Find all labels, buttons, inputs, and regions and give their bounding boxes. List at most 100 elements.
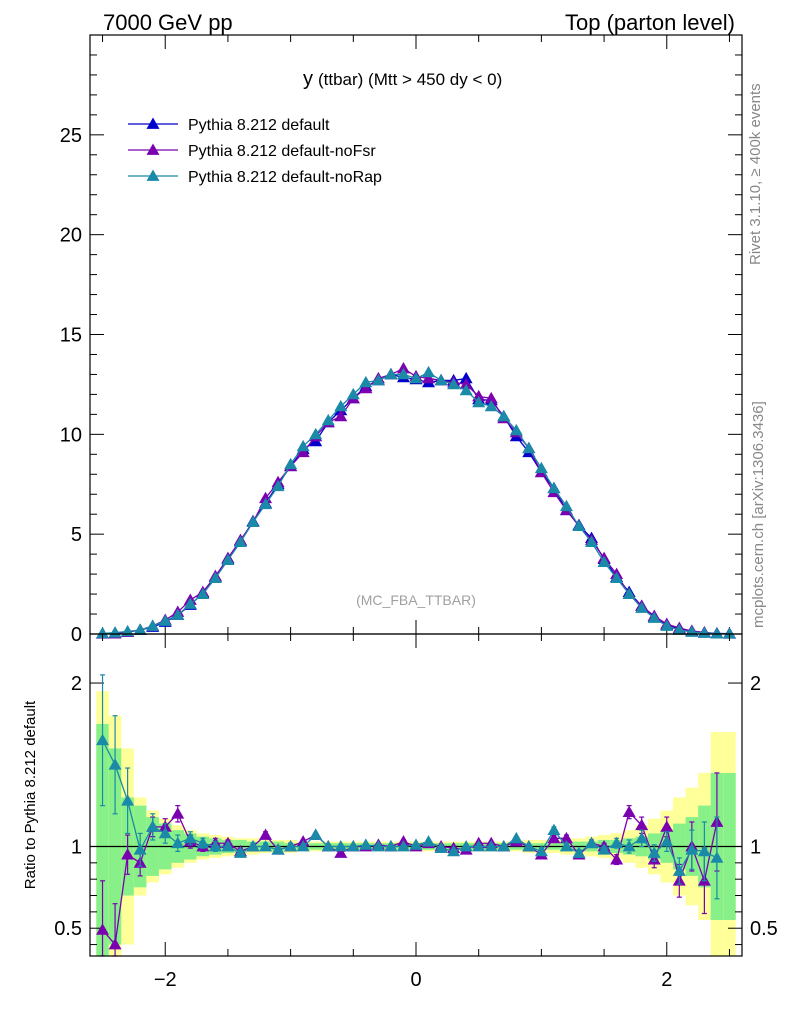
ratio-y-tick-label: 1 bbox=[71, 836, 82, 858]
ratio-data-point bbox=[610, 853, 624, 865]
ratio-data-point bbox=[121, 848, 135, 860]
ratio-data-point bbox=[484, 839, 498, 852]
ratio-data-point bbox=[321, 839, 335, 852]
ratio-data-point bbox=[685, 843, 699, 855]
x-tick-label: −2 bbox=[154, 969, 177, 991]
ratio-y-tick-labels: 0.5 0.5 1 1 2 2 bbox=[54, 673, 778, 940]
main-y-tick-label: 25 bbox=[60, 125, 82, 147]
main-data-point bbox=[396, 361, 410, 374]
main-data-point bbox=[171, 608, 185, 620]
main-data-point bbox=[484, 399, 498, 412]
ratio-data-point bbox=[96, 733, 110, 746]
ratio-data-point bbox=[660, 835, 674, 847]
ratio-data-point bbox=[635, 831, 649, 844]
ratio-data-point bbox=[597, 843, 611, 855]
x-tick-label: 2 bbox=[661, 969, 672, 991]
ratio-data-point bbox=[610, 836, 624, 849]
ratio-data-point bbox=[108, 938, 122, 950]
main-data-point bbox=[108, 626, 122, 638]
main-data-point bbox=[484, 391, 498, 404]
main-data-point bbox=[422, 365, 436, 378]
x-tick-label: 0 bbox=[410, 969, 421, 991]
band-inner-bin bbox=[96, 723, 109, 956]
ratio-data-point bbox=[96, 923, 110, 935]
main-data-point bbox=[359, 375, 373, 388]
ratio-data-point bbox=[284, 839, 298, 852]
main-data-point bbox=[522, 441, 536, 454]
main-data-point bbox=[422, 371, 436, 384]
ratio-data-point bbox=[196, 836, 210, 849]
ratio-data-point bbox=[635, 818, 649, 831]
x-tick-labels: −2 0 2 bbox=[154, 969, 673, 991]
main-data-point bbox=[309, 427, 323, 440]
main-data-point bbox=[334, 409, 348, 422]
legend-label: Pythia 8.212 default-noFsr bbox=[188, 143, 376, 160]
main-data-point bbox=[585, 535, 599, 548]
main-data-point bbox=[246, 515, 260, 528]
ratio-data-point bbox=[622, 839, 636, 852]
ratio-data-point bbox=[208, 839, 222, 852]
ratio-data-point bbox=[534, 844, 548, 857]
ratio-data-point bbox=[334, 839, 348, 852]
ratio-data-point bbox=[384, 839, 398, 852]
ratio-data-point bbox=[171, 836, 185, 849]
main-data-point bbox=[371, 373, 385, 386]
ratio-data-point bbox=[108, 758, 122, 770]
ratio-data-point bbox=[171, 807, 185, 819]
main-data-point bbox=[509, 423, 523, 436]
ratio-data-point bbox=[710, 851, 724, 863]
ratio-panel: 0.5 0.5 1 1 2 2 −2 0 2 Ratio to Pythia 8.212 de… bbox=[22, 633, 778, 991]
ratio-data-point bbox=[647, 846, 661, 858]
ratio-data-point bbox=[246, 839, 260, 852]
rivet-version-label: Rivet 3.1.10, ≥ 400k events bbox=[747, 83, 764, 265]
main-data-point bbox=[346, 387, 360, 400]
ratio-data-point bbox=[259, 839, 273, 852]
ratio-data-point bbox=[422, 835, 436, 847]
main-data-point bbox=[622, 587, 636, 599]
mcplots-reference-label: mcplots.cern.ch [arXiv:1306.3436] bbox=[750, 401, 767, 628]
legend-marker bbox=[146, 117, 160, 129]
main-y-tick-label: 15 bbox=[60, 325, 82, 347]
main-data-point bbox=[133, 623, 147, 635]
ratio-y-tick-label-right: 0.5 bbox=[750, 918, 778, 940]
main-data-point bbox=[447, 377, 461, 390]
analysis-tag: (MC_FBA_TTBAR) bbox=[356, 592, 476, 608]
ratio-data-point bbox=[233, 846, 247, 858]
main-data-point bbox=[635, 601, 649, 613]
ratio-data-point bbox=[585, 836, 599, 849]
main-data-point bbox=[660, 619, 674, 631]
main-data-point bbox=[296, 439, 310, 452]
ratio-axis-ticks bbox=[90, 634, 742, 956]
main-data-point bbox=[497, 409, 511, 422]
ratio-data-point bbox=[309, 828, 323, 840]
ratio-y-tick-label: 2 bbox=[71, 673, 82, 695]
main-data-point bbox=[409, 371, 423, 384]
ratio-data-point bbox=[334, 846, 348, 858]
ratio-data-point bbox=[447, 844, 461, 857]
legend-marker bbox=[146, 143, 160, 155]
main-data-point bbox=[359, 381, 373, 394]
main-data-point bbox=[396, 367, 410, 380]
ratio-data-point bbox=[697, 844, 711, 857]
main-data-point bbox=[459, 383, 473, 396]
ratio-data-point bbox=[346, 839, 360, 852]
main-data-point bbox=[233, 535, 247, 548]
main-y-tick-label: 10 bbox=[60, 424, 82, 446]
main-data-point bbox=[459, 371, 473, 384]
main-data-point bbox=[472, 395, 486, 408]
main-data-point bbox=[722, 627, 736, 639]
ratio-frame bbox=[89, 633, 743, 957]
legend-marker bbox=[146, 169, 160, 181]
legend-label: Pythia 8.212 default bbox=[188, 117, 330, 134]
main-data-point bbox=[321, 413, 335, 426]
main-data-point bbox=[534, 461, 548, 474]
ratio-data-point bbox=[396, 839, 410, 852]
main-data-point bbox=[296, 445, 310, 458]
main-data-point bbox=[610, 571, 624, 583]
main-data-point bbox=[434, 373, 448, 386]
main-data-point bbox=[459, 377, 473, 390]
ratio-data-point bbox=[622, 805, 636, 818]
ratio-y-tick-label-right: 2 bbox=[750, 673, 761, 695]
